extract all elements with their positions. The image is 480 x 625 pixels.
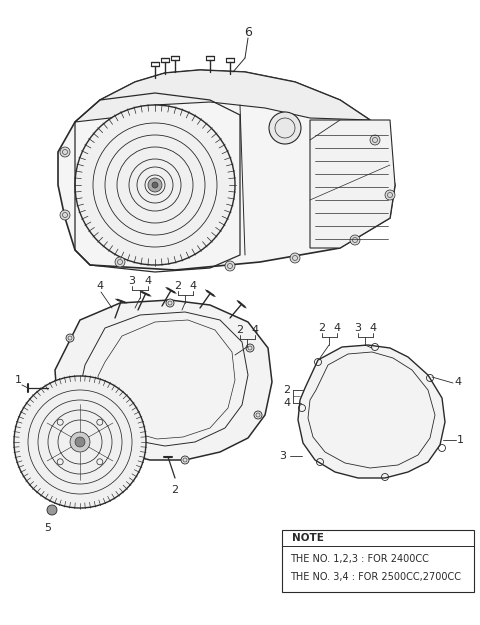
Circle shape [115,257,125,267]
Text: 2: 2 [318,323,325,333]
Text: 4: 4 [283,398,290,408]
Text: 6: 6 [244,26,252,39]
Circle shape [385,190,395,200]
Bar [282,530,474,592]
Circle shape [290,253,300,263]
Text: 2: 2 [237,325,243,335]
Circle shape [75,437,85,447]
Text: 1: 1 [456,435,464,445]
Circle shape [166,299,174,307]
Circle shape [60,147,70,157]
Circle shape [14,376,146,508]
Circle shape [246,344,254,352]
Circle shape [269,112,301,144]
Text: 4: 4 [252,325,259,335]
Text: 4: 4 [190,281,197,291]
Polygon shape [310,120,395,248]
Circle shape [225,261,235,271]
Circle shape [148,178,162,192]
Text: 4: 4 [334,323,341,333]
Text: 2: 2 [171,485,179,495]
Circle shape [47,505,57,515]
Text: 2: 2 [174,281,181,291]
Circle shape [70,432,90,452]
Circle shape [66,334,74,342]
Text: NOTE: NOTE [292,533,324,543]
Circle shape [370,135,380,145]
Text: 4: 4 [370,323,377,333]
Circle shape [254,411,262,419]
Circle shape [58,396,66,404]
Circle shape [181,456,189,464]
Circle shape [350,235,360,245]
Polygon shape [55,300,272,460]
Text: 4: 4 [144,276,152,286]
Text: 4: 4 [96,281,104,291]
Circle shape [152,182,158,188]
Text: 2: 2 [283,385,290,395]
Text: THE NO. 1,2,3 : FOR 2400CC: THE NO. 1,2,3 : FOR 2400CC [290,554,429,564]
Text: 3: 3 [355,323,361,333]
Text: THE NO. 3,4 : FOR 2500CC,2700CC: THE NO. 3,4 : FOR 2500CC,2700CC [290,572,461,582]
Circle shape [106,451,114,459]
Circle shape [75,105,235,265]
Circle shape [60,210,70,220]
Text: 5: 5 [45,523,51,533]
Text: 1: 1 [14,375,22,385]
Polygon shape [58,70,395,270]
Text: 3: 3 [129,276,135,286]
Polygon shape [75,70,370,122]
Text: 3: 3 [279,451,287,461]
Polygon shape [298,345,445,478]
Text: 4: 4 [455,377,462,387]
